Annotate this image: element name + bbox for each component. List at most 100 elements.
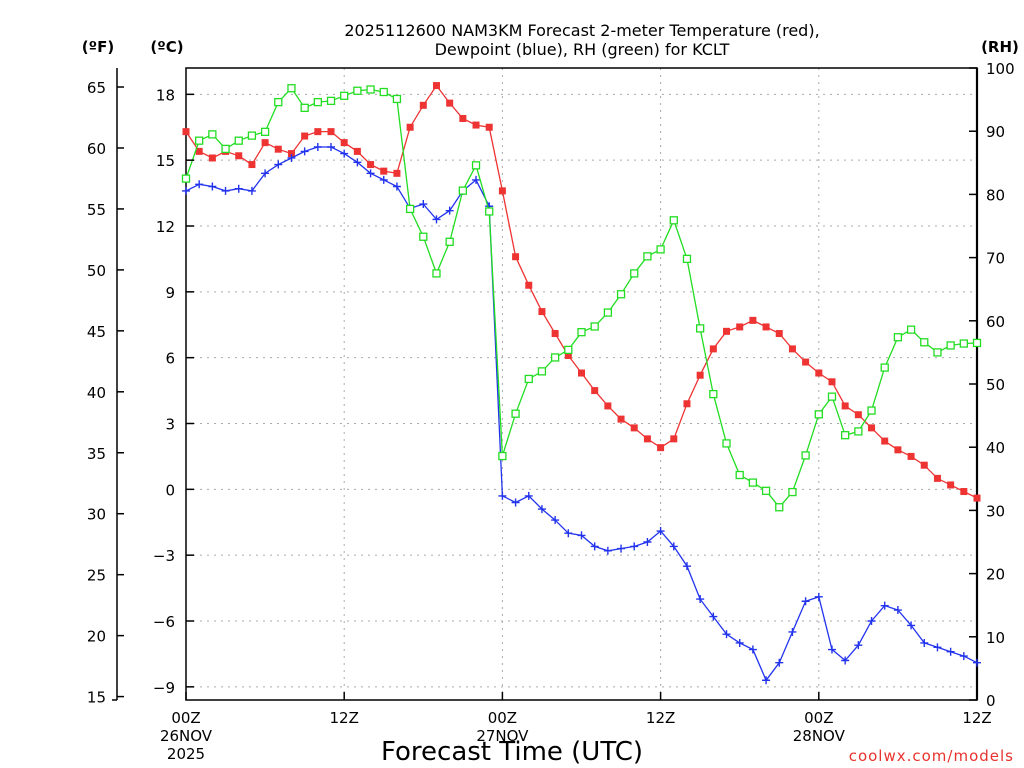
x-tick-label: 00Z (171, 709, 200, 727)
gridlines (186, 68, 977, 700)
dewpoint-point (366, 169, 375, 178)
rh-point (827, 392, 837, 401)
rh-point (287, 84, 296, 93)
rh-point (959, 339, 968, 348)
rh-tick-label: 90 (986, 123, 1005, 141)
rh-point (722, 439, 731, 448)
temperature-point (683, 400, 691, 408)
fahrenheit-tick-label: 50 (87, 262, 106, 280)
dewpoint-point (524, 491, 533, 500)
rh-point (920, 338, 929, 347)
temperature-point (762, 323, 770, 331)
dewpoint-point (722, 630, 731, 639)
dewpoint-point (379, 175, 388, 184)
temperature-point (380, 167, 388, 175)
temperature-point (723, 327, 731, 335)
rh-point (511, 409, 520, 418)
fahrenheit-tick-label: 20 (87, 628, 106, 646)
rh-point (300, 103, 309, 112)
rh-point (748, 478, 758, 487)
rh-point (682, 254, 692, 264)
dewpoint-point (195, 180, 204, 189)
temperature-point (235, 152, 243, 160)
series-layer (181, 82, 982, 685)
temperature-point (841, 402, 849, 410)
temperature-point (657, 444, 665, 452)
dewpoint-point (590, 542, 599, 551)
dewpoint-point (261, 169, 270, 178)
fahrenheit-tick-label: 25 (87, 567, 106, 585)
dewpoint-point (827, 645, 836, 654)
fahrenheit-unit-label: (ºF) (82, 38, 114, 56)
rh-point (366, 85, 375, 94)
temperature-point (815, 369, 823, 377)
temperature-point (947, 481, 955, 489)
temperature-point (933, 474, 941, 482)
dewpoint-point (907, 621, 916, 630)
x-tick-label: 2025 (167, 745, 205, 763)
dewpoint-point (630, 542, 639, 551)
dewpoint-point (472, 175, 481, 184)
dewpoint-point (893, 606, 902, 615)
temperature-point (696, 371, 704, 379)
temperature-point (960, 488, 968, 496)
rh-point (419, 232, 428, 241)
temperature-point (367, 161, 375, 169)
temperature-point (472, 121, 480, 129)
temperature-point (643, 435, 651, 443)
temperature-point (578, 369, 585, 377)
celsius-tick-label: 3 (165, 416, 175, 434)
dewpoint-point (973, 658, 981, 667)
rh-point (340, 91, 349, 100)
dewpoint-point (564, 529, 573, 538)
temperature-point (617, 415, 625, 423)
fahrenheit-tick-label: 40 (87, 384, 106, 402)
x-tick-label: 12Z (962, 709, 991, 727)
dewpoint-point (696, 595, 705, 604)
dewpoint-point (234, 184, 243, 193)
rh-tick-label: 100 (986, 60, 1015, 78)
temperature-point (208, 154, 216, 162)
dewpoint-point (208, 182, 217, 191)
dewpoint-point (392, 182, 401, 191)
temperature-point (432, 82, 440, 90)
temperature-point (446, 99, 454, 107)
temperature-point (459, 114, 467, 122)
dewpoint-point (353, 158, 362, 167)
temperature-point (248, 161, 256, 169)
rh-point (445, 237, 454, 246)
x-tick-label: 26NOV (160, 727, 213, 745)
temperature-point (736, 323, 744, 331)
temperature-point (340, 139, 348, 147)
rh-point (458, 186, 468, 195)
temperature-point (353, 147, 361, 155)
x-tick-label: 12Z (330, 709, 359, 727)
dewpoint-point (643, 538, 652, 546)
rh-point (564, 345, 573, 355)
dewpoint-point (867, 617, 876, 625)
temperature-point (670, 435, 678, 443)
dewpoint-point (933, 643, 942, 652)
rh-point (814, 410, 823, 419)
rh-tick-label: 80 (986, 186, 1005, 204)
rh-point (880, 363, 889, 372)
dewpoint-point (498, 491, 507, 500)
rh-point (485, 207, 494, 216)
dewpoint-point (603, 546, 612, 555)
x-tick-label: 00Z (488, 709, 517, 727)
rh-tick-label: 70 (986, 250, 1005, 268)
dewpoint-point (775, 658, 784, 667)
rh-point (616, 290, 626, 299)
temperature-point (920, 461, 928, 469)
rh-point (353, 86, 362, 95)
dewpoint-point (300, 147, 309, 156)
dewpoint-point (880, 601, 889, 610)
dewpoint-point (762, 676, 771, 685)
dewpoint-point (340, 149, 349, 158)
rh-tick-label: 50 (986, 376, 1005, 394)
dewpoint-point (445, 206, 454, 215)
temperature-point (182, 128, 190, 136)
dewpoint-point (735, 638, 744, 647)
celsius-tick-label: −3 (153, 547, 175, 565)
